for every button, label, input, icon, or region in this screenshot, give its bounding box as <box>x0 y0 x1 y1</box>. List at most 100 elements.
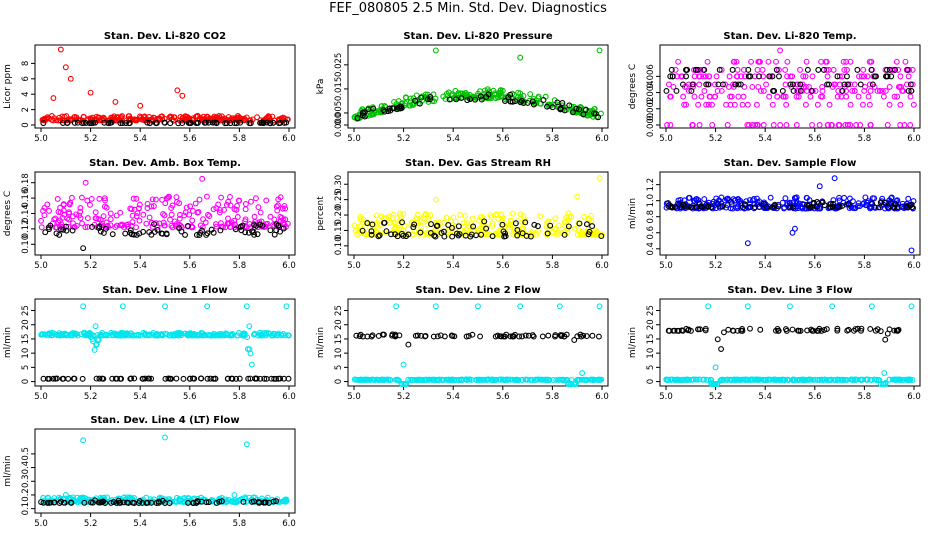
data-point-primary <box>74 332 81 339</box>
data-point-reference <box>908 201 915 208</box>
y-tick-label: 0.000 <box>334 113 344 137</box>
data-point-primary <box>112 98 119 105</box>
x-tick-label: 5.4 <box>758 392 772 402</box>
data-point-reference <box>379 331 386 338</box>
data-point-reference <box>663 88 670 94</box>
data-point-primary <box>462 212 469 219</box>
data-point-primary <box>782 66 789 73</box>
data-point-reference <box>671 327 678 334</box>
data-point-primary <box>910 101 917 108</box>
data-point-primary <box>576 376 583 383</box>
data-point-reference <box>867 326 874 332</box>
data-point-primary <box>799 204 806 211</box>
y-tick-label: 0 <box>21 122 31 127</box>
data-point-reference <box>578 333 585 340</box>
data-point-primary <box>97 331 104 338</box>
data-point-reference <box>891 204 898 211</box>
data-point-primary <box>119 113 126 120</box>
data-point-primary <box>123 330 130 337</box>
data-point-reference <box>689 81 696 88</box>
x-tick-label: 6.0 <box>282 519 296 529</box>
data-point-primary <box>722 81 729 88</box>
data-point-primary <box>777 47 784 54</box>
data-point-primary <box>703 376 710 383</box>
data-point-primary <box>357 213 364 220</box>
data-point-primary <box>524 376 531 383</box>
data-point-primary <box>129 219 136 226</box>
plot-frame <box>34 298 296 387</box>
y-tick-label: 5 <box>334 365 344 370</box>
data-point-reference <box>783 327 790 334</box>
data-point-primary <box>760 122 767 128</box>
data-point-primary <box>701 88 708 94</box>
data-point-primary <box>786 200 793 207</box>
y-tick-label: 10 <box>646 348 656 359</box>
data-point-primary <box>77 208 84 215</box>
y-tick-label: 0 <box>21 379 31 384</box>
data-point-reference <box>877 199 884 206</box>
data-point-primary <box>846 195 853 202</box>
data-point-primary <box>497 87 504 93</box>
data-point-primary <box>133 213 140 220</box>
data-point-reference <box>71 119 78 126</box>
data-point-reference <box>122 230 129 237</box>
data-point-reference <box>237 119 244 126</box>
data-point-primary <box>844 66 850 73</box>
data-point-primary <box>60 207 67 214</box>
data-point-reference <box>576 220 583 227</box>
y-tick-label: 0.000 <box>646 113 656 137</box>
data-point-primary <box>67 199 74 206</box>
data-point-primary <box>812 88 819 94</box>
data-point-reference <box>80 119 87 126</box>
data-point-primary <box>66 209 72 216</box>
data-point-primary <box>804 377 811 383</box>
data-point-primary <box>901 122 908 128</box>
data-point-reference <box>820 66 827 73</box>
data-point-reference <box>441 233 448 240</box>
data-point-primary <box>55 219 62 226</box>
x-tick-label: 5.2 <box>397 134 411 144</box>
x-tick-label: 5.4 <box>758 134 772 144</box>
data-point-reference <box>549 104 556 111</box>
data-point-reference <box>257 221 263 228</box>
data-point-primary <box>477 214 484 221</box>
data-point-reference <box>193 500 200 506</box>
data-point-primary <box>279 205 286 212</box>
data-point-primary <box>242 218 249 225</box>
data-point-primary <box>734 376 741 383</box>
data-point-primary <box>743 376 750 383</box>
data-point-reference <box>510 333 517 340</box>
data-point-reference <box>766 73 773 80</box>
data-point-reference <box>688 88 695 94</box>
x-tick-label: 6.0 <box>595 392 609 402</box>
data-point-primary <box>730 58 737 65</box>
data-point-reference <box>804 66 811 73</box>
data-point-primary <box>862 194 869 201</box>
data-point-primary <box>176 215 183 222</box>
data-point-reference <box>109 231 116 238</box>
data-point-primary <box>537 213 544 219</box>
data-point-primary <box>184 332 191 339</box>
data-point-reference <box>364 220 371 227</box>
data-point-primary <box>597 377 604 383</box>
data-point-reference <box>257 119 264 126</box>
data-point-reference <box>797 81 804 88</box>
data-point-primary <box>705 303 712 310</box>
data-point-reference <box>582 107 589 113</box>
data-point-primary <box>706 93 713 100</box>
data-point-primary <box>59 332 66 338</box>
x-tick-label: 5.0 <box>347 261 361 271</box>
data-point-primary <box>357 376 364 383</box>
data-point-primary <box>189 207 196 214</box>
data-point-primary <box>457 212 463 218</box>
data-point-reference <box>894 204 901 210</box>
chart-pressure: Stan. Dev. Li-820 Pressure kPa 5.0 5.2 5.4 5.… <box>316 31 609 144</box>
data-point-primary <box>78 498 85 505</box>
data-point-primary <box>490 87 497 94</box>
y-tick-label: 0.004 <box>646 80 656 104</box>
data-point-reference <box>131 500 138 506</box>
data-point-primary <box>908 247 915 254</box>
data-point-reference <box>90 120 97 126</box>
data-point-reference <box>273 227 280 234</box>
